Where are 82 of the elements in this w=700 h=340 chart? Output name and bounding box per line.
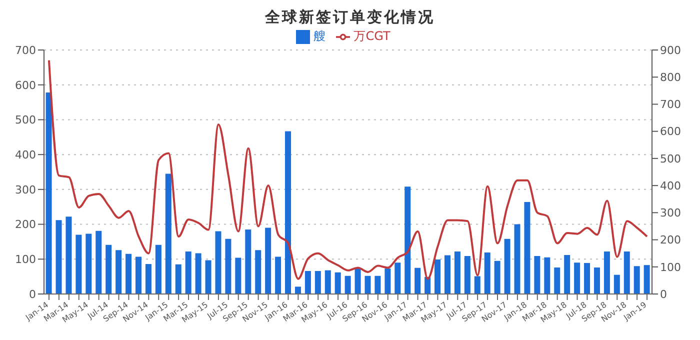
bar xyxy=(294,286,301,294)
bar xyxy=(155,244,162,294)
bar xyxy=(394,262,401,294)
bar xyxy=(106,244,112,294)
bar xyxy=(205,260,212,294)
bar xyxy=(225,238,232,294)
bar xyxy=(165,174,172,294)
bar xyxy=(76,234,82,294)
y2-tick-label: 300 xyxy=(660,206,681,220)
y2-tick-label: 700 xyxy=(660,98,681,112)
bar xyxy=(374,276,381,294)
y2-tick-label: 400 xyxy=(660,179,681,192)
bar xyxy=(215,231,222,294)
bar xyxy=(554,268,560,294)
bar xyxy=(136,256,142,294)
bar xyxy=(454,251,460,294)
bar xyxy=(644,265,650,294)
bar xyxy=(314,270,321,294)
y-tick-label: 600 xyxy=(15,78,36,92)
bar xyxy=(185,251,192,294)
y2-tick-label: 600 xyxy=(660,125,681,138)
bar xyxy=(464,256,470,294)
bar xyxy=(354,268,361,294)
y2-tick-label: 100 xyxy=(660,260,681,274)
chart-title: 全球新签订单变化情况 xyxy=(264,8,436,28)
y-tick-label: 400 xyxy=(15,148,36,162)
bar xyxy=(235,258,242,294)
y-tick-label: 0 xyxy=(29,288,36,301)
y2-tick-label: 200 xyxy=(660,234,681,247)
bar xyxy=(116,250,122,294)
bar xyxy=(504,238,510,294)
bar xyxy=(564,254,570,294)
bar xyxy=(434,259,441,294)
bar xyxy=(624,251,630,294)
bar xyxy=(145,264,152,294)
y-tick-label: 700 xyxy=(15,44,36,57)
bar xyxy=(334,272,341,294)
y-tick-label: 100 xyxy=(15,253,36,266)
bar xyxy=(414,268,421,294)
bar xyxy=(324,270,331,294)
line-series xyxy=(48,59,648,280)
legend-label: 万CGT xyxy=(354,29,390,43)
bar xyxy=(604,251,610,294)
bar xyxy=(175,264,182,294)
bar xyxy=(494,260,500,294)
y2-tick-label: 900 xyxy=(660,44,681,57)
bar xyxy=(594,268,600,294)
bar xyxy=(574,262,580,294)
y2-tick-label: 800 xyxy=(660,71,681,84)
bar xyxy=(195,253,202,294)
bar xyxy=(126,254,132,294)
bar xyxy=(474,276,480,294)
legend-label: 艘 xyxy=(314,29,326,43)
bar xyxy=(265,228,272,294)
bar xyxy=(484,252,490,294)
bar xyxy=(344,276,351,294)
bar xyxy=(524,202,530,294)
bar xyxy=(364,276,371,294)
bar xyxy=(96,230,102,294)
bar xyxy=(86,234,92,294)
bar xyxy=(444,255,450,294)
bar xyxy=(46,92,52,294)
bar xyxy=(614,274,620,294)
bar xyxy=(66,216,72,294)
y-tick-label: 300 xyxy=(15,183,36,196)
bar xyxy=(584,262,590,294)
bar xyxy=(384,268,391,294)
bar xyxy=(404,186,411,294)
bar xyxy=(56,220,62,294)
bar xyxy=(534,256,540,294)
bar xyxy=(255,250,262,294)
bar xyxy=(304,270,311,294)
y2-tick-label: 500 xyxy=(660,152,681,166)
bar xyxy=(245,230,252,294)
y2-tick-label: 0 xyxy=(660,288,667,301)
bar xyxy=(514,224,520,294)
bar xyxy=(285,131,292,294)
y-tick-label: 500 xyxy=(15,114,36,127)
bar xyxy=(275,256,282,294)
bar xyxy=(634,266,640,294)
y-tick-label: 200 xyxy=(15,218,36,232)
bar xyxy=(544,257,550,294)
